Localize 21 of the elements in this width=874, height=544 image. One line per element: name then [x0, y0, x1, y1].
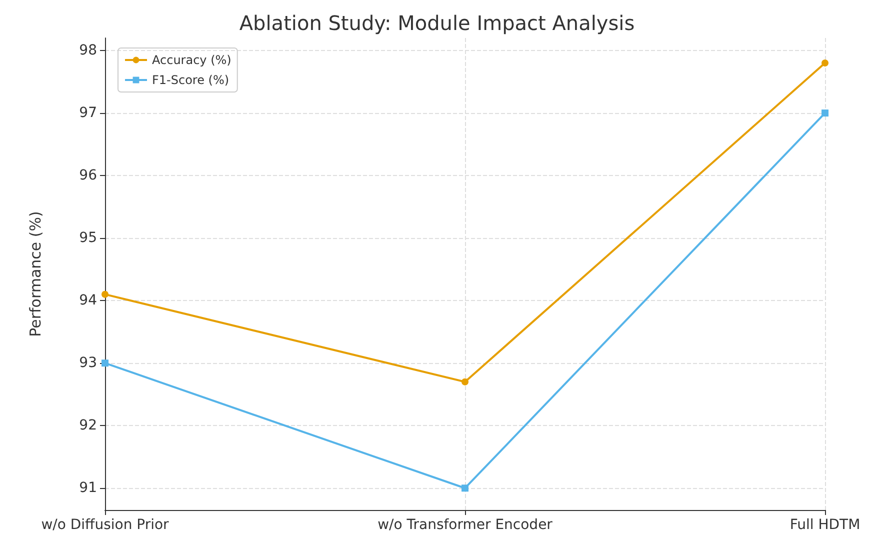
chart-title: Ablation Study: Module Impact Analysis: [239, 11, 635, 35]
y-axis-title: Performance (%): [26, 211, 44, 337]
point: [102, 360, 108, 367]
point: [102, 290, 108, 298]
x-tick-label: Full HDTM: [790, 517, 860, 533]
legend-label: F1-Score (%): [152, 73, 230, 87]
point: [462, 378, 468, 386]
point: [822, 110, 828, 117]
legend-label: Accuracy (%): [152, 53, 232, 67]
point: [462, 484, 468, 492]
y-tick-label: 91: [79, 480, 97, 496]
y-tick-label: 92: [79, 418, 97, 434]
point: [822, 60, 828, 67]
y-tick-label: 94: [79, 292, 98, 309]
y-tick-label: 98: [79, 42, 97, 59]
y-tick-label: 96: [79, 168, 98, 184]
y-tick-label: 95: [79, 230, 97, 246]
x-tick-label: w/o Diffusion Prior: [41, 517, 170, 533]
x-tick-label: w/o Transformer Encoder: [378, 517, 553, 533]
y-tick-label: 97: [79, 105, 97, 122]
y-tick-label: 93: [79, 355, 97, 372]
